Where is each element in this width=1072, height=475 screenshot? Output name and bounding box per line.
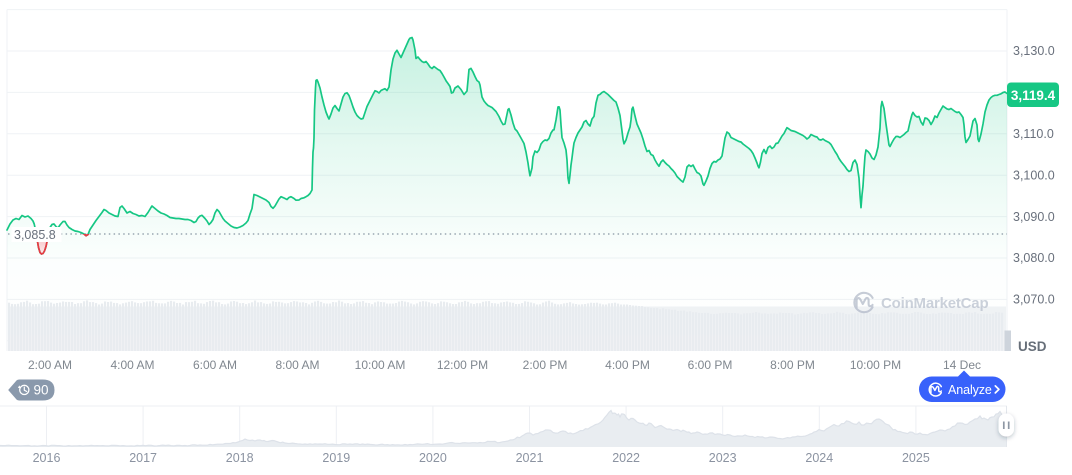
svg-text:2019: 2019 — [322, 451, 350, 465]
svg-text:4:00 AM: 4:00 AM — [110, 358, 154, 372]
svg-text:3,080.0: 3,080.0 — [1013, 251, 1055, 265]
svg-text:3,110.0: 3,110.0 — [1013, 127, 1054, 141]
svg-text:3,085.8: 3,085.8 — [14, 228, 56, 242]
svg-text:2024: 2024 — [805, 451, 833, 465]
svg-text:2:00 AM: 2:00 AM — [28, 358, 72, 372]
svg-text:3,130.0: 3,130.0 — [1013, 44, 1055, 58]
svg-text:3,090.0: 3,090.0 — [1013, 210, 1055, 224]
svg-text:Analyze: Analyze — [948, 383, 992, 397]
svg-text:6:00 PM: 6:00 PM — [688, 358, 733, 372]
svg-text:2023: 2023 — [709, 451, 737, 465]
svg-text:8:00 AM: 8:00 AM — [275, 358, 319, 372]
svg-text:2021: 2021 — [516, 451, 544, 465]
svg-text:2017: 2017 — [129, 451, 157, 465]
svg-text:2022: 2022 — [612, 451, 640, 465]
svg-text:14 Dec: 14 Dec — [943, 358, 981, 372]
svg-text:3,119.4: 3,119.4 — [1011, 88, 1056, 103]
svg-text:3,070.0: 3,070.0 — [1013, 293, 1055, 307]
svg-text:90: 90 — [34, 383, 49, 398]
svg-text:2025: 2025 — [902, 451, 930, 465]
svg-text:10:00 PM: 10:00 PM — [850, 358, 901, 372]
svg-text:10:00 AM: 10:00 AM — [355, 358, 406, 372]
svg-text:12:00 PM: 12:00 PM — [437, 358, 488, 372]
svg-text:USD: USD — [1018, 339, 1047, 354]
svg-text:3,100.0: 3,100.0 — [1013, 168, 1055, 182]
svg-text:2:00 PM: 2:00 PM — [523, 358, 568, 372]
svg-text:2020: 2020 — [419, 451, 447, 465]
svg-text:2016: 2016 — [33, 451, 61, 465]
svg-text:8:00 PM: 8:00 PM — [770, 358, 815, 372]
svg-text:2018: 2018 — [226, 451, 254, 465]
svg-text:6:00 AM: 6:00 AM — [193, 358, 237, 372]
svg-text:4:00 PM: 4:00 PM — [605, 358, 650, 372]
